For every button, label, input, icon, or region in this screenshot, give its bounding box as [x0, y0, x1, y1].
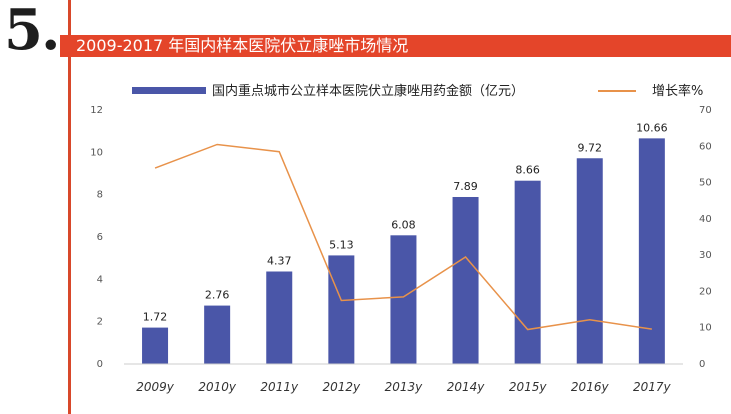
chart-frame: 国内重点城市公立样本医院伏立康唑用药金额（亿元） 增长率% 0 2 4 6 8 10 12 … [71, 60, 731, 414]
x-tick-label: 2015y [509, 380, 548, 394]
chart-title: 2009-2017 年国内样本医院伏立康唑市场情况 [76, 36, 409, 55]
right-tick-label: 10 [699, 323, 712, 334]
x-tick-label: 2013y [385, 380, 424, 394]
title-bar: 2009-2017 年国内样本医院伏立康唑市场情况 [60, 35, 731, 57]
bar [328, 255, 355, 364]
right-axis: 0 10 20 30 40 50 60 70 [699, 105, 712, 370]
left-tick-label: 4 [97, 274, 103, 285]
bar [390, 235, 417, 364]
left-tick-label: 2 [97, 317, 103, 328]
legend-line-label: 增长率% [652, 83, 703, 99]
x-tick-label: 2012y [323, 380, 362, 394]
bar-value-label: 10.66 [636, 121, 668, 134]
growth-line-series [154, 143, 652, 331]
x-tick-label: 2017y [633, 380, 672, 394]
bar [514, 180, 541, 364]
right-tick-label: 70 [699, 105, 712, 116]
left-tick-label: 12 [90, 105, 103, 116]
bar-value-label: 2.76 [205, 289, 230, 302]
right-tick-label: 60 [699, 141, 712, 152]
legend-bar-label: 国内重点城市公立样本医院伏立康唑用药金额（亿元） [212, 83, 524, 99]
legend: 国内重点城市公立样本医院伏立康唑用药金额（亿元） 增长率% [132, 83, 703, 99]
x-tick-label: 2014y [447, 380, 486, 394]
x-tick-label: 2011y [260, 380, 299, 394]
bar-value-label: 5.13 [329, 238, 354, 251]
x-tick-label: 2016y [571, 380, 610, 394]
right-tick-label: 20 [699, 286, 712, 297]
bar [142, 327, 169, 364]
bar-value-label: 4.37 [267, 255, 292, 268]
x-tick-label: 2010y [198, 380, 237, 394]
right-tick-label: 50 [699, 178, 712, 189]
right-tick-label: 0 [699, 359, 705, 370]
left-accent-rule [68, 0, 71, 414]
bar-value-label: 6.08 [391, 218, 416, 231]
bar [204, 305, 231, 364]
bar [638, 138, 665, 364]
left-tick-label: 8 [97, 190, 103, 201]
chart-svg: 国内重点城市公立样本医院伏立康唑用药金额（亿元） 增长率% 024681012 … [90, 83, 712, 394]
bar-series [142, 138, 665, 364]
right-tick-label: 30 [699, 250, 712, 261]
left-axis: 0 2 4 6 8 10 12 [90, 105, 103, 370]
x-tick-label: 2009y [136, 380, 175, 394]
right-tick-label: 40 [699, 214, 712, 225]
left-tick-label: 0 [97, 359, 103, 370]
x-axis: 2009y 2010y 2011y 2012y 2013y 2014y 2015y 2016y… [136, 380, 671, 394]
bar-value-label: 1.72 [143, 311, 168, 324]
bar [266, 271, 293, 364]
bar-value-label: 7.89 [453, 180, 478, 193]
growth-line [154, 143, 652, 331]
legend-bar-swatch [132, 87, 206, 94]
section-number: 5. [4, 0, 60, 63]
bar-value-label: 9.72 [578, 141, 603, 154]
bar [452, 196, 479, 364]
bar-value-label: 8.66 [515, 164, 540, 177]
left-tick-label: 10 [90, 147, 103, 158]
left-tick-label: 6 [97, 232, 103, 243]
bar [576, 158, 603, 364]
bar-data-labels: 1.72 2.76 4.37 5.13 6.08 7.89 8.66 9.72 10.66 [143, 121, 668, 323]
